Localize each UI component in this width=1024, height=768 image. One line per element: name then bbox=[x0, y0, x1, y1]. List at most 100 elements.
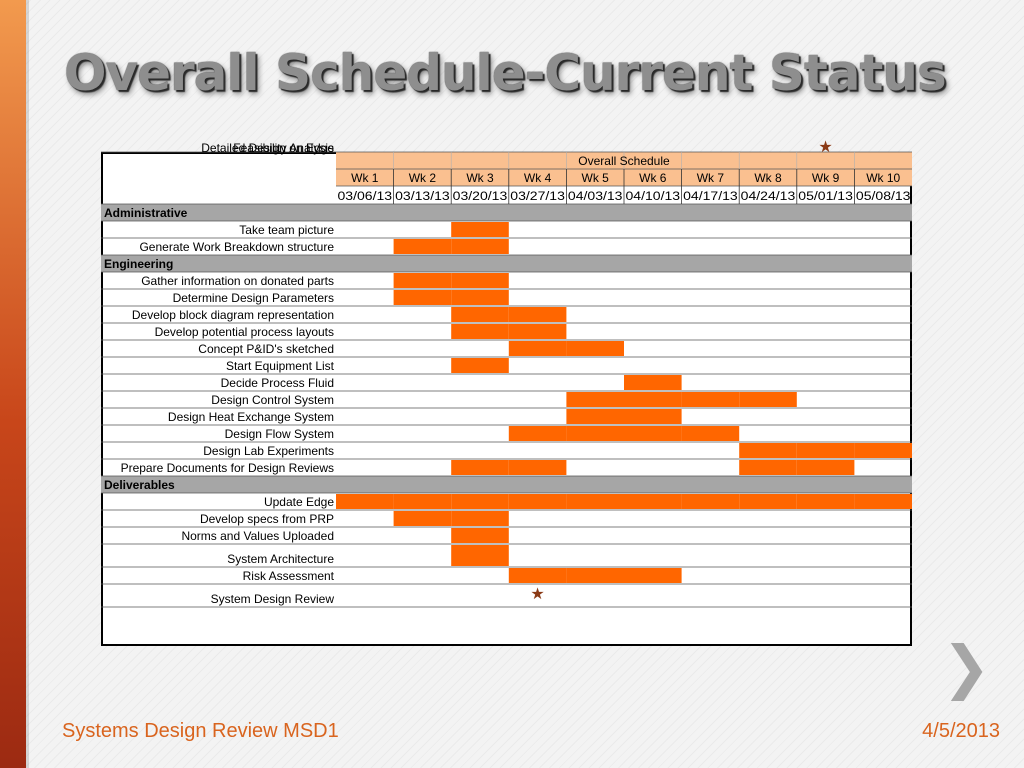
chevron-right-icon[interactable]: ❯ bbox=[942, 633, 991, 701]
section-band bbox=[101, 204, 912, 221]
task-label: Decide Process Fluid bbox=[221, 376, 334, 390]
gantt-bar bbox=[624, 494, 682, 509]
gantt-bar bbox=[681, 392, 740, 407]
task-label: Detailed Design on Edge bbox=[201, 141, 334, 155]
gantt-bar bbox=[451, 324, 509, 339]
week-label: Wk 7 bbox=[697, 171, 725, 185]
task-label: Gather information on donated parts bbox=[141, 274, 334, 288]
gantt-bar bbox=[566, 341, 624, 356]
gantt-bar bbox=[566, 392, 624, 407]
gantt-bar bbox=[624, 392, 682, 407]
section-label: Engineering bbox=[104, 257, 173, 271]
milestone-star: ★ bbox=[818, 139, 832, 156]
gantt-bar bbox=[624, 426, 682, 441]
gantt-bar bbox=[854, 443, 912, 458]
section-band bbox=[101, 255, 912, 272]
gantt-bar bbox=[451, 545, 509, 566]
gantt-bar bbox=[796, 443, 855, 458]
gantt-bar bbox=[451, 528, 509, 543]
section-label: Deliverables bbox=[104, 478, 175, 492]
gantt-bar bbox=[451, 358, 509, 373]
date-label: 04/10/13 bbox=[626, 191, 681, 203]
gantt-bar bbox=[624, 375, 682, 390]
gantt-bar bbox=[796, 460, 855, 475]
task-label: Develop block diagram representation bbox=[132, 308, 334, 322]
gantt-bar bbox=[451, 222, 509, 237]
section-band bbox=[101, 476, 912, 493]
gantt-bar bbox=[508, 494, 567, 509]
task-label: Develop specs from PRP bbox=[200, 512, 334, 526]
gantt-bar bbox=[739, 494, 797, 509]
gantt-bar bbox=[796, 494, 855, 509]
gantt-bar bbox=[393, 273, 452, 288]
date-label: 03/06/13 bbox=[338, 191, 393, 203]
gantt-bar bbox=[566, 409, 624, 424]
week-label: Wk 4 bbox=[524, 171, 552, 185]
left-accent-bar bbox=[0, 0, 26, 768]
gantt-bar bbox=[451, 290, 509, 305]
gantt-bar bbox=[508, 324, 567, 339]
milestone-star: ★ bbox=[530, 586, 544, 603]
task-label: Norms and Values Uploaded bbox=[181, 529, 334, 543]
task-label: Prepare Documents for Design Reviews bbox=[121, 461, 334, 475]
date-label: 03/27/13 bbox=[510, 191, 565, 203]
gantt-bar bbox=[624, 409, 682, 424]
date-label: 05/01/13 bbox=[798, 191, 853, 203]
gantt-bar bbox=[739, 392, 797, 407]
task-label: Design Flow System bbox=[225, 427, 334, 441]
gantt-bar bbox=[508, 307, 567, 322]
task-label: Generate Work Breakdown structure bbox=[139, 240, 334, 254]
left-accent-bar-edge bbox=[26, 0, 29, 768]
gantt-bar bbox=[393, 290, 452, 305]
week-label: Wk 8 bbox=[754, 171, 782, 185]
task-label: Start Equipment List bbox=[226, 359, 335, 373]
date-label: 04/24/13 bbox=[741, 191, 796, 203]
task-label: Determine Design Parameters bbox=[173, 291, 334, 305]
footer-presentation-name: Systems Design Review MSD1 bbox=[62, 720, 339, 742]
gantt-bar bbox=[393, 239, 452, 254]
gantt-bar bbox=[451, 511, 509, 526]
task-label: Design Lab Experiments bbox=[203, 444, 334, 458]
date-label: 05/08/13 bbox=[856, 191, 911, 203]
gantt-bar bbox=[854, 494, 912, 509]
gantt-bar bbox=[508, 568, 567, 583]
task-label: System Design Review bbox=[211, 592, 335, 606]
gantt-svg: Overall Schedule Wk 1 Wk 2 Wk 3 Wk 4 Wk 5 Wk 6… bbox=[101, 139, 912, 608]
gantt-bar bbox=[451, 307, 509, 322]
gantt-bar bbox=[681, 494, 740, 509]
footer-date: 4/5/2013 bbox=[922, 720, 1000, 742]
week-label: Wk 5 bbox=[582, 171, 610, 185]
gantt-bar bbox=[508, 341, 567, 356]
week-label: Wk 1 bbox=[351, 171, 379, 185]
week-label: Wk 9 bbox=[812, 171, 840, 185]
task-label: Concept P&ID's sketched bbox=[198, 342, 334, 356]
gantt-bar bbox=[451, 460, 509, 475]
date-label: 04/03/13 bbox=[568, 191, 623, 203]
gantt-bar bbox=[451, 273, 509, 288]
gantt-bar bbox=[336, 494, 394, 509]
gantt-bar bbox=[739, 460, 797, 475]
task-label: Feasibility Analysis bbox=[233, 141, 334, 155]
task-label: System Architecture bbox=[227, 552, 334, 566]
gantt-bar bbox=[393, 494, 452, 509]
date-label: 03/20/13 bbox=[453, 191, 508, 203]
gantt-bar bbox=[566, 494, 624, 509]
task-label: Take team picture bbox=[239, 223, 334, 237]
week-label: Wk 6 bbox=[639, 171, 667, 185]
gantt-bar bbox=[508, 460, 567, 475]
gantt-bar bbox=[739, 443, 797, 458]
gantt-bar bbox=[624, 568, 682, 583]
date-label: 04/17/13 bbox=[683, 191, 738, 203]
gantt-bar bbox=[508, 426, 567, 441]
slide-title: Overall Schedule-Current Status bbox=[64, 44, 947, 102]
task-label: Update Edge bbox=[264, 495, 334, 509]
week-label: Wk 2 bbox=[409, 171, 437, 185]
gantt-bar bbox=[566, 568, 624, 583]
schedule-title: Overall Schedule bbox=[578, 154, 670, 168]
section-label: Administrative bbox=[104, 206, 188, 220]
gantt-bar bbox=[393, 511, 452, 526]
task-label: Risk Assessment bbox=[243, 569, 335, 583]
week-label: Wk 3 bbox=[466, 171, 494, 185]
gantt-chart: Overall Schedule Wk 1 Wk 2 Wk 3 Wk 4 Wk 5 Wk 6… bbox=[101, 139, 912, 646]
date-label: 03/13/13 bbox=[395, 191, 450, 203]
